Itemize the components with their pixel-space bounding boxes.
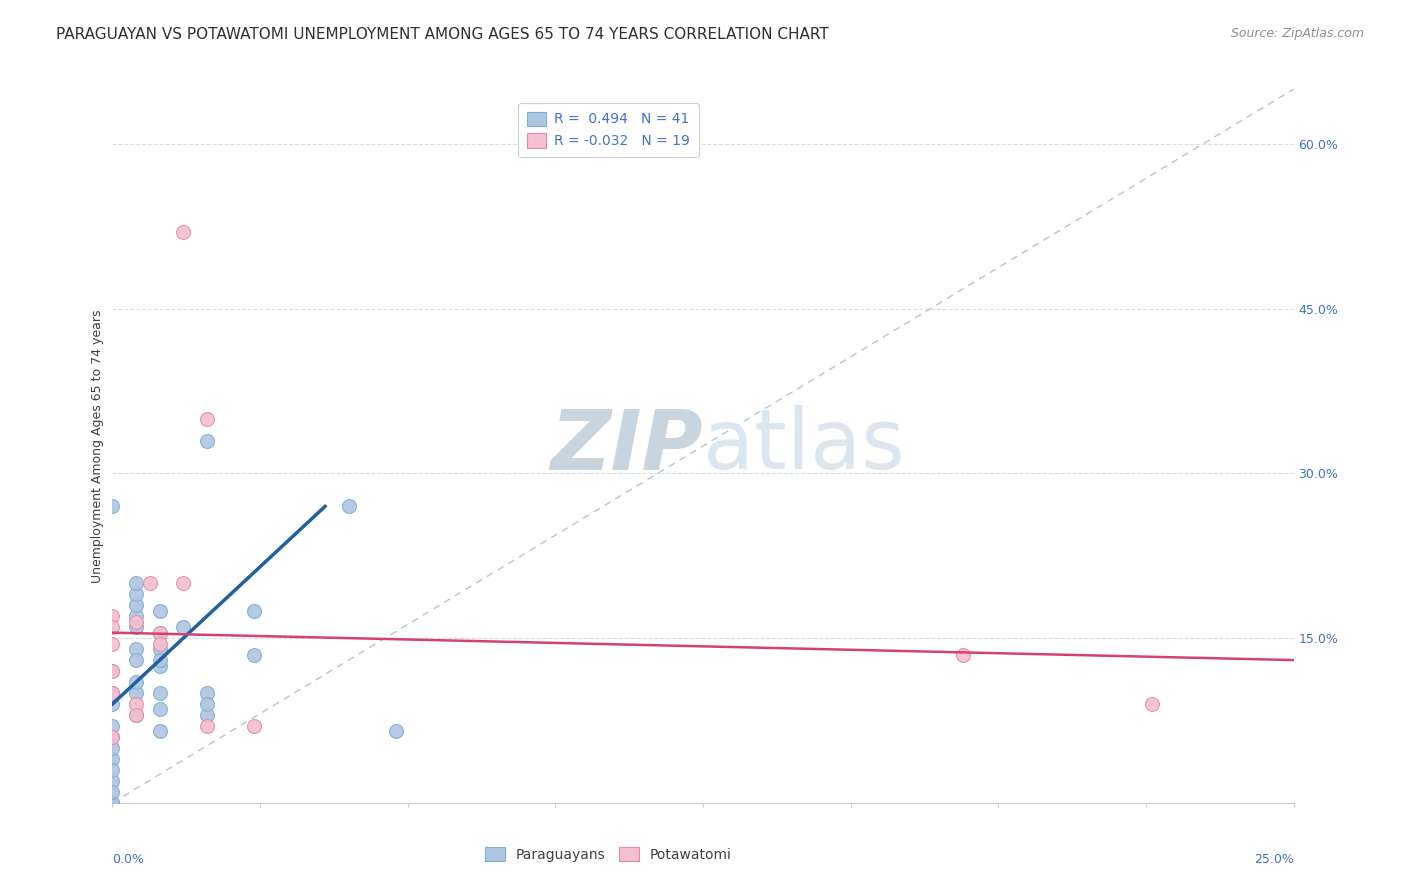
Point (195, 411, 218, 425)
Point (243, 604, 266, 618)
Point (385, 724, 408, 739)
Point (149, 604, 172, 618)
Legend: Paraguayans, Potawatomi: Paraguayans, Potawatomi (479, 841, 737, 867)
Point (101, 730, 124, 744)
Point (101, 609, 124, 624)
Point (172, 225, 194, 239)
Point (101, 664, 124, 678)
Text: ZIP: ZIP (550, 406, 703, 486)
Point (125, 686, 148, 700)
Point (101, 637, 124, 651)
Point (101, 686, 124, 700)
Point (149, 702, 172, 716)
Point (195, 434, 218, 448)
Point (101, 763, 124, 777)
Point (101, 730, 124, 744)
Point (125, 708, 148, 723)
Point (195, 697, 218, 711)
Point (149, 686, 172, 700)
Point (101, 752, 124, 766)
Point (125, 653, 148, 667)
Text: PARAGUAYAN VS POTAWATOMI UNEMPLOYMENT AMONG AGES 65 TO 74 YEARS CORRELATION CHAR: PARAGUAYAN VS POTAWATOMI UNEMPLOYMENT AM… (56, 27, 830, 42)
Point (101, 500, 124, 514)
Point (125, 697, 148, 711)
Point (1140, 697, 1163, 711)
Point (952, 648, 974, 662)
Point (149, 625, 172, 640)
Point (125, 620, 148, 634)
Point (101, 796, 124, 810)
Point (149, 653, 172, 667)
Point (172, 620, 194, 634)
Point (125, 708, 148, 723)
Point (101, 620, 124, 634)
Point (101, 740, 124, 755)
Point (101, 796, 124, 810)
Point (101, 785, 124, 799)
Point (125, 642, 148, 657)
Point (243, 719, 266, 733)
Point (101, 664, 124, 678)
Point (101, 719, 124, 733)
Point (101, 686, 124, 700)
Point (337, 500, 360, 514)
Point (195, 686, 218, 700)
Point (125, 609, 148, 624)
Point (243, 648, 266, 662)
Point (195, 708, 218, 723)
Point (125, 576, 148, 591)
Point (149, 637, 172, 651)
Point (125, 598, 148, 612)
Y-axis label: Unemployment Among Ages 65 to 74 years: Unemployment Among Ages 65 to 74 years (91, 310, 104, 582)
Point (101, 697, 124, 711)
Point (149, 724, 172, 739)
Point (125, 587, 148, 601)
Point (101, 796, 124, 810)
Point (172, 576, 194, 591)
Point (149, 625, 172, 640)
Text: 25.0%: 25.0% (1254, 853, 1294, 866)
Point (101, 773, 124, 788)
Text: Source: ZipAtlas.com: Source: ZipAtlas.com (1230, 27, 1364, 40)
Point (195, 719, 218, 733)
Point (139, 576, 162, 591)
Text: 0.0%: 0.0% (112, 853, 145, 866)
Point (125, 615, 148, 629)
Point (149, 642, 172, 657)
Text: atlas: atlas (703, 406, 904, 486)
Point (149, 658, 172, 673)
Point (125, 675, 148, 690)
